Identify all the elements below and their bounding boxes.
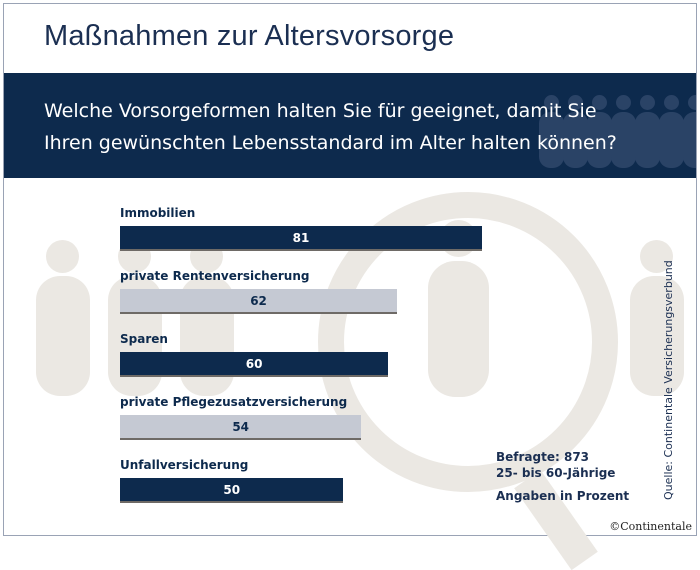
category-label: private Pflegezusatzversicherung	[120, 395, 348, 409]
question-text: Welche Vorsorgeformen halten Sie für gee…	[44, 95, 617, 159]
value-label: 81	[292, 230, 310, 245]
person-silhouette-icon	[664, 95, 680, 111]
category-label: Sparen	[120, 332, 168, 346]
source-text: Quelle: Continentale Versicherungsverbun…	[662, 260, 675, 500]
bar: 81	[120, 226, 482, 249]
question-line-1: Welche Vorsorgeformen halten Sie für gee…	[44, 100, 597, 122]
person-silhouette-icon	[46, 240, 79, 273]
value-label: 54	[232, 419, 250, 434]
bar: 50	[120, 478, 344, 501]
person-silhouette-icon	[640, 240, 673, 273]
value-label: 50	[223, 482, 241, 497]
person-silhouette-icon	[616, 95, 632, 111]
value-label: 62	[250, 293, 267, 308]
category-label: private Rentenversicherung	[120, 269, 310, 283]
person-silhouette-icon	[688, 95, 696, 111]
person-silhouette-icon	[587, 111, 613, 168]
page-title: Maßnahmen zur Altersvorsorge	[44, 20, 455, 52]
person-silhouette-icon	[629, 276, 684, 396]
person-silhouette-icon	[683, 111, 696, 168]
person-silhouette-icon	[428, 260, 490, 397]
person-silhouette-icon	[563, 111, 589, 168]
note-respondents: Befragte: 873	[496, 450, 590, 464]
person-silhouette-icon	[592, 95, 608, 111]
category-label: Unfallversicherung	[120, 458, 249, 472]
person-silhouette-icon	[611, 111, 637, 168]
frame	[3, 3, 697, 536]
person-silhouette-icon	[659, 111, 685, 168]
note-unit: Angaben in Prozent	[496, 489, 630, 503]
copyright: ©Continentale	[609, 520, 692, 533]
person-silhouette-icon	[544, 95, 560, 111]
person-silhouette-icon	[539, 111, 565, 168]
person-silhouette-icon	[640, 95, 656, 111]
person-silhouette-icon	[635, 111, 661, 168]
person-silhouette-icon	[35, 276, 90, 396]
value-label: 60	[245, 356, 263, 371]
bar: 54	[120, 415, 362, 438]
question-band: Welche Vorsorgeformen halten Sie für gee…	[4, 73, 696, 178]
person-silhouette-icon	[568, 95, 584, 111]
bar: 62	[120, 289, 398, 312]
bar: 60	[120, 352, 389, 375]
category-label: Immobilien	[120, 206, 196, 220]
note-age: 25- bis 60-Jährige	[496, 466, 616, 480]
question-line-2: Ihren gewünschten Lebensstandard im Alte…	[44, 132, 617, 154]
